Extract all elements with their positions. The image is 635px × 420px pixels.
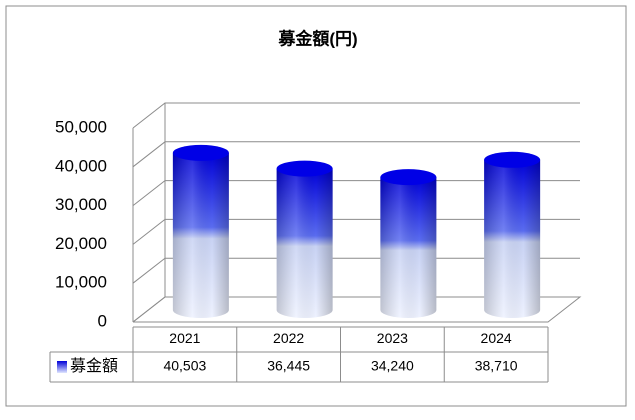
cylinder-shade: [172, 152, 229, 318]
grid-line: [132, 296, 580, 323]
y-tick-label: 30,000: [55, 195, 107, 214]
x-tick-label: 2021: [169, 330, 200, 346]
grid-line: [132, 102, 580, 129]
legend-label: 募金額: [70, 357, 118, 375]
cylinder-shade: [484, 159, 541, 318]
y-tick-label: 20,000: [55, 234, 107, 253]
y-tick-label: 10,000: [55, 273, 107, 292]
grid-line: [132, 141, 580, 168]
cylinder-shade: [380, 177, 437, 318]
x-tick-label: 2024: [481, 330, 512, 346]
table-value: 34,240: [371, 358, 414, 374]
table-value: 38,710: [475, 358, 518, 374]
table-value: 40,503: [163, 358, 206, 374]
grid-line: [132, 257, 580, 284]
cylinder-top: [484, 151, 541, 168]
grid-line: [132, 180, 580, 206]
legend-key: [57, 361, 67, 373]
cylinder-top: [380, 169, 437, 186]
grid-line: [132, 218, 580, 245]
x-tick-label: 2023: [377, 330, 408, 346]
y-tick-label: 0: [98, 311, 107, 330]
cylinder-shade: [276, 168, 333, 318]
y-tick-label: 40,000: [55, 156, 107, 175]
y-tick-label: 50,000: [55, 117, 107, 136]
table-value: 36,445: [267, 358, 310, 374]
chart-title: 募金額(円): [277, 28, 357, 48]
x-tick-label: 2022: [273, 330, 304, 346]
cylinder-top: [172, 144, 229, 161]
cylinder-top: [276, 160, 333, 177]
